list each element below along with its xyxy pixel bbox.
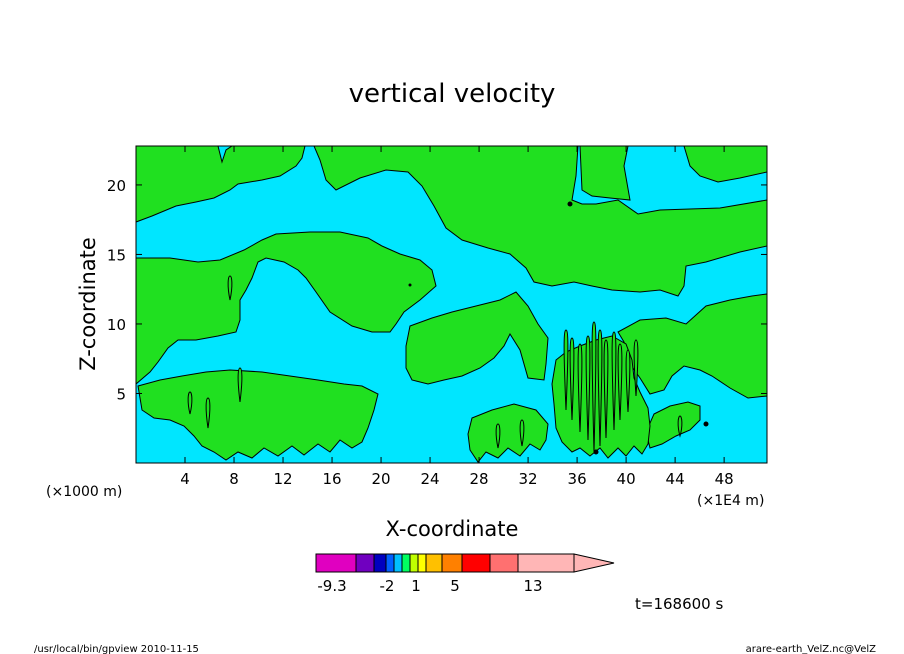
x-tick-label: 24: [421, 470, 440, 488]
x-tick-label: 4: [180, 470, 190, 488]
contour-dot: [703, 421, 709, 427]
x-tick-label: 28: [470, 470, 489, 488]
y-tick-label: 5: [116, 385, 126, 403]
x-tick-label: 48: [715, 470, 734, 488]
colorbar-swatch: [355, 553, 375, 573]
positive-region: [617, 293, 768, 399]
positive-regions: [135, 145, 768, 463]
x-axis: 4 8 12 16 20 24 28 32 36 40 44 48: [180, 146, 734, 488]
chart-title: vertical velocity: [349, 79, 556, 109]
contour-dot: [567, 201, 573, 207]
footer-left: /usr/local/bin/gpview 2010-11-15: [34, 644, 199, 654]
positive-region: [467, 403, 549, 463]
colorbar-arrow: [573, 553, 615, 573]
contour-cell: [617, 343, 623, 421]
contour-cell: [677, 415, 683, 438]
time-label: t=168600 s: [635, 595, 723, 613]
positive-region: [645, 401, 701, 449]
colorbar-label: 13: [523, 577, 542, 595]
positive-region: [135, 231, 437, 386]
contour-cell: [591, 321, 597, 453]
contour-cell: [597, 329, 603, 447]
contour-dot: [593, 449, 599, 455]
y-tick-label: 20: [107, 177, 126, 195]
colorbar-label: -2: [380, 577, 395, 595]
x-tick-label: 12: [273, 470, 292, 488]
positive-region: [137, 369, 379, 461]
colorbar-swatch: [441, 553, 463, 573]
contour-cell: [187, 391, 193, 415]
colorbar: -9.3 -2 1 5 13: [315, 553, 615, 595]
y-axis-label: Z-coordinate: [76, 237, 100, 371]
contour-cell: [633, 339, 639, 397]
plot-frame: [135, 145, 768, 464]
colorbar-swatch: [385, 553, 395, 573]
footer-right: arare-earth_VelZ.nc@VelZ: [746, 644, 877, 654]
x-tick-label: 20: [372, 470, 391, 488]
contour-cell: [585, 335, 591, 441]
colorbar-label: -9.3: [317, 577, 346, 595]
colorbar-swatch: [373, 553, 387, 573]
contour-cell: [519, 419, 525, 447]
x-axis-label: X-coordinate: [386, 517, 519, 541]
y-axis: 5 10 15 20: [107, 177, 767, 403]
x-unit-left: (×1000 m): [46, 484, 122, 500]
colorbar-swatch: [393, 553, 403, 573]
y-tick-label: 10: [107, 316, 126, 334]
x-tick-label: 32: [519, 470, 538, 488]
x-tick-label: 16: [322, 470, 341, 488]
contour-cell: [611, 331, 617, 431]
colorbar-swatch: [517, 553, 575, 573]
contour-cell: [495, 423, 501, 449]
plot-area: [135, 145, 768, 464]
positive-region: [405, 291, 549, 385]
contour-cell: [569, 337, 575, 421]
positive-region: [135, 145, 306, 223]
colorbar-swatch: [409, 553, 419, 573]
x-unit-right: (×1E4 m): [697, 493, 764, 509]
colorbar-swatch: [315, 553, 357, 573]
positive-region: [313, 145, 768, 297]
positive-region: [579, 145, 631, 201]
contour-spikes: [187, 201, 709, 455]
contour-cell: [577, 343, 583, 433]
x-tick-label: 36: [568, 470, 587, 488]
colorbar-swatch: [425, 553, 443, 573]
x-tick-label: 40: [617, 470, 636, 488]
contour-cell: [205, 397, 211, 429]
contour-cell: [563, 329, 569, 411]
x-tick-label: 44: [666, 470, 685, 488]
contour-dot: [408, 283, 412, 287]
contour-cell: [603, 339, 609, 439]
contour-cell: [237, 367, 243, 403]
colorbar-swatch: [401, 553, 411, 573]
colorbar-label: 5: [450, 577, 460, 595]
colorbar-swatch: [417, 553, 427, 573]
colorbar-label: 1: [411, 577, 421, 595]
colorbar-swatch: [461, 553, 491, 573]
colorbar-swatch: [489, 553, 519, 573]
contour-cell: [227, 275, 233, 301]
contour-cell: [625, 349, 631, 413]
x-tick-label: 8: [229, 470, 239, 488]
y-tick-label: 15: [107, 246, 126, 264]
